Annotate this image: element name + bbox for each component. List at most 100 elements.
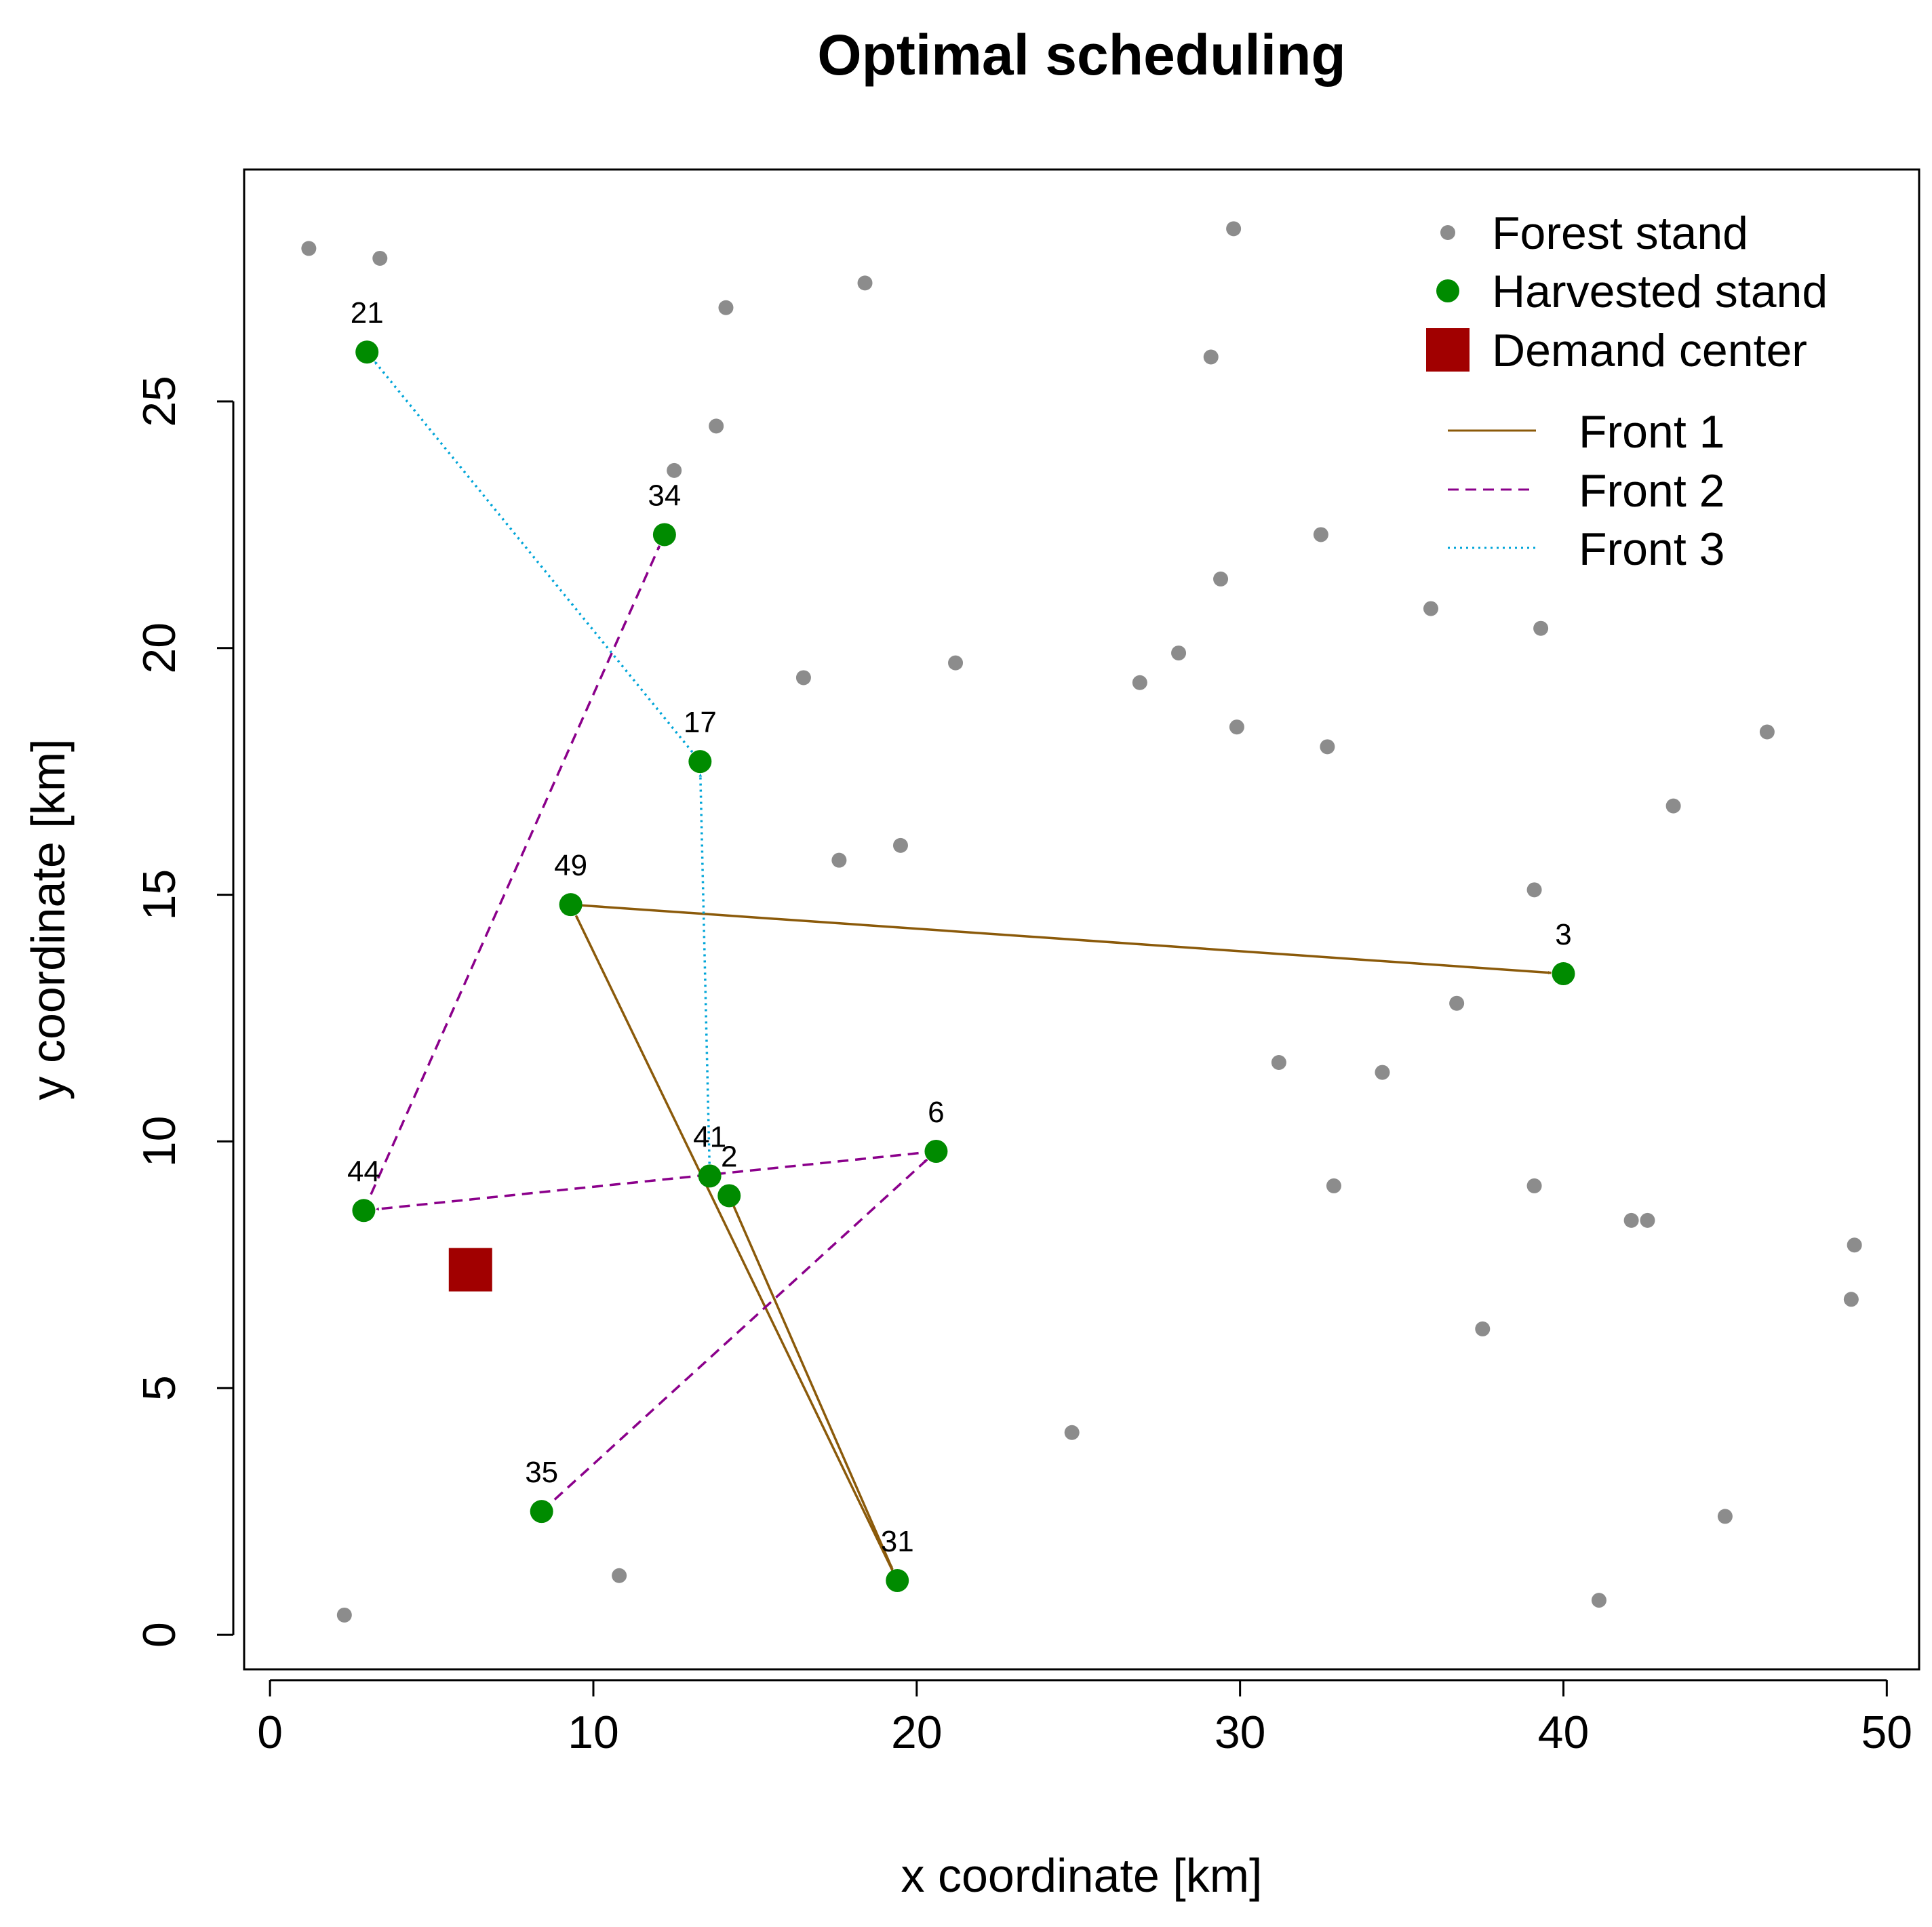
route-front3 bbox=[698, 773, 711, 1176]
forest-stand-point bbox=[336, 1607, 352, 1623]
forest-stand-point bbox=[1526, 882, 1542, 898]
harvested-stand-point bbox=[698, 1164, 722, 1188]
harvested-stand-label: 21 bbox=[351, 296, 384, 330]
harvested-stand-label: 35 bbox=[525, 1456, 558, 1489]
forest-stand-point bbox=[1226, 221, 1242, 237]
route-front2 bbox=[540, 1158, 928, 1513]
forest-stand-point bbox=[301, 241, 317, 256]
y-tick-label: 0 bbox=[134, 1622, 185, 1648]
y-axis-label: y coordinate [km] bbox=[22, 739, 75, 1100]
legend: Forest stand Harvested stand Demand cent… bbox=[1426, 207, 1828, 575]
forest-stand-point bbox=[831, 852, 847, 868]
forest-stand-point bbox=[1640, 1212, 1655, 1228]
forest-stand-point bbox=[1203, 349, 1219, 365]
y-axis: 0 5 10 15 20 25 bbox=[134, 376, 235, 1648]
forest-stand-point bbox=[1271, 1055, 1286, 1071]
x-tick-label: 50 bbox=[1861, 1707, 1912, 1758]
harvested-stand-label: 49 bbox=[554, 849, 587, 882]
legend-front1-label: Front 1 bbox=[1579, 406, 1724, 458]
forest-stand-point bbox=[1526, 1178, 1542, 1193]
forest-stand-point bbox=[718, 300, 734, 315]
legend-forest-stand-label: Forest stand bbox=[1492, 207, 1748, 259]
harvested-stand-label: 17 bbox=[684, 706, 717, 739]
harvested-stand-point bbox=[352, 1199, 376, 1223]
forest-stand-point bbox=[1213, 571, 1229, 587]
forest-stand-point bbox=[1475, 1321, 1491, 1336]
legend-front3-label: Front 3 bbox=[1579, 523, 1724, 575]
route-front3 bbox=[374, 361, 701, 763]
harvested-stand-label: 31 bbox=[881, 1525, 914, 1558]
harvested-stand-point bbox=[886, 1569, 909, 1593]
harvested-stand-point bbox=[652, 523, 676, 547]
x-axis-label: x coordinate [km] bbox=[901, 1849, 1263, 1902]
y-tick-label: 5 bbox=[134, 1375, 185, 1401]
routes bbox=[362, 361, 1552, 1581]
forest-stand-point bbox=[1313, 527, 1328, 542]
forest-stand-point bbox=[1171, 645, 1187, 661]
forest-stand-point bbox=[892, 837, 908, 853]
forest-stand-point bbox=[1423, 601, 1438, 616]
forest-stand-point bbox=[1623, 1212, 1639, 1228]
harvested-stands: 21 34 17 49 3 6 412 44 35 31 bbox=[347, 296, 1575, 1593]
forest-stand-point bbox=[372, 250, 388, 266]
forest-stand-point bbox=[1229, 719, 1244, 735]
plot-frame bbox=[243, 168, 1920, 1671]
x-tick-label: 20 bbox=[891, 1707, 943, 1758]
forest-stand-point bbox=[1375, 1065, 1390, 1080]
route-front1 bbox=[574, 915, 899, 1581]
demand-center bbox=[448, 1248, 492, 1292]
chart-title: Optimal scheduling bbox=[817, 23, 1345, 87]
forest-stand-point bbox=[795, 670, 811, 686]
route-front2 bbox=[362, 545, 661, 1212]
harvested-stand-label: 3 bbox=[1555, 918, 1571, 951]
x-tick-label: 10 bbox=[568, 1707, 619, 1758]
y-tick-label: 15 bbox=[134, 869, 185, 921]
forest-stand-point bbox=[1449, 995, 1465, 1011]
legend-front2-label: Front 2 bbox=[1579, 465, 1724, 517]
x-tick-label: 40 bbox=[1538, 1707, 1590, 1758]
demand-center-marker bbox=[448, 1248, 492, 1292]
forest-stands bbox=[301, 221, 1862, 1623]
forest-stand-point bbox=[1847, 1237, 1862, 1253]
forest-stand-point bbox=[1591, 1593, 1606, 1608]
forest-stand-point bbox=[1132, 675, 1147, 690]
harvested-stand-point bbox=[1552, 962, 1575, 986]
y-tick-label: 25 bbox=[134, 376, 185, 427]
x-tick-label: 30 bbox=[1215, 1707, 1266, 1758]
forest-stand-point bbox=[857, 275, 873, 291]
forest-stand-point bbox=[1533, 620, 1549, 636]
harvested-stand-label: 34 bbox=[648, 479, 681, 512]
forest-stand-point bbox=[1326, 1178, 1341, 1193]
legend-demand-center-label: Demand center bbox=[1492, 325, 1807, 376]
harvested-stand-point bbox=[924, 1139, 948, 1163]
harvested-stand-point bbox=[559, 893, 583, 917]
harvested-stand-point bbox=[688, 750, 712, 774]
harvested-stand-point bbox=[530, 1500, 553, 1524]
route-front2 bbox=[375, 1150, 937, 1211]
legend-demand-center-symbol bbox=[1426, 328, 1470, 372]
forest-stand-point bbox=[1665, 798, 1681, 814]
harvested-stand-label: 2 bbox=[721, 1140, 737, 1173]
forest-stand-point bbox=[1717, 1509, 1733, 1524]
y-tick-label: 10 bbox=[134, 1116, 185, 1168]
x-axis: 0 10 20 30 40 50 bbox=[257, 1679, 1912, 1758]
route-front1 bbox=[570, 903, 1552, 974]
forest-stand-point bbox=[612, 1568, 627, 1583]
route-front1 bbox=[728, 1195, 894, 1570]
forest-stand-point bbox=[667, 462, 682, 478]
legend-forest-stand-symbol bbox=[1440, 225, 1455, 240]
legend-harvested-stand-symbol bbox=[1436, 279, 1459, 302]
harvested-stand-label: 41 bbox=[693, 1120, 726, 1153]
forest-stand-point bbox=[1843, 1292, 1859, 1307]
y-tick-label: 20 bbox=[134, 622, 185, 674]
forest-stand-point bbox=[709, 418, 724, 434]
legend-harvested-stand-label: Harvested stand bbox=[1492, 266, 1828, 317]
harvested-stand-point bbox=[717, 1184, 741, 1208]
harvested-stand-point bbox=[355, 340, 379, 364]
forest-stand-point bbox=[1064, 1425, 1080, 1440]
harvested-stand-label: 6 bbox=[928, 1096, 944, 1129]
forest-stand-point bbox=[1759, 724, 1775, 740]
forest-stand-point bbox=[1320, 739, 1335, 755]
harvested-stand-label: 44 bbox=[347, 1155, 380, 1188]
